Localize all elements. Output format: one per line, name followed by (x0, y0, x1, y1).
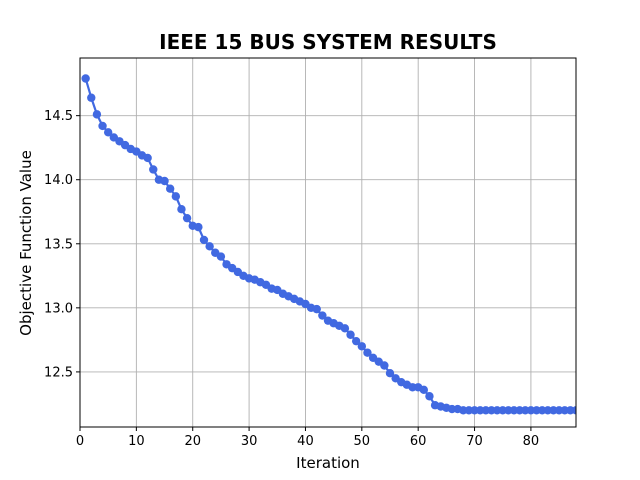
data-point (419, 385, 429, 395)
data-point (340, 324, 350, 333)
data-point (312, 304, 321, 314)
x-tick-label: 70 (466, 434, 483, 449)
data-point (571, 406, 576, 415)
y-tick-label: 13.5 (44, 237, 73, 252)
data-point (103, 128, 113, 137)
data-point (165, 184, 175, 193)
data-point (81, 74, 90, 83)
x-tick-label: 50 (354, 434, 371, 449)
data-point (149, 165, 158, 174)
y-tick-label: 12.5 (44, 365, 73, 380)
x-tick-label: 40 (297, 434, 314, 449)
data-point (98, 121, 107, 131)
plot-frame (79, 57, 577, 428)
data-point (351, 336, 361, 346)
x-tick-label: 20 (184, 434, 201, 449)
data-point (182, 213, 192, 223)
data-point (425, 392, 434, 401)
data-point (87, 93, 96, 102)
y-axis-label: Objective Function Value (17, 150, 35, 336)
data-point (177, 204, 186, 214)
x-tick-label: 60 (410, 434, 427, 449)
data-point (318, 311, 327, 320)
data-point (92, 110, 102, 119)
y-tick-label: 14.0 (44, 173, 73, 188)
chart-title: IEEE 15 BUS SYSTEM RESULTS (159, 30, 497, 54)
x-axis-label: Iteration (296, 454, 360, 472)
x-tick-label: 10 (128, 434, 145, 449)
data-point (216, 252, 226, 261)
x-tick-label: 30 (241, 434, 258, 449)
x-tick-label: 0 (76, 434, 84, 449)
data-point (199, 235, 209, 245)
grid (79, 58, 576, 427)
data-point (205, 242, 214, 251)
data-point (385, 368, 395, 378)
y-tick-label: 13.0 (44, 301, 73, 316)
x-tick-label: 80 (523, 434, 540, 449)
series-objective (81, 74, 576, 415)
data-point (160, 176, 169, 186)
data-point (380, 361, 389, 370)
data-point (171, 192, 181, 201)
data-point (194, 222, 203, 232)
y-tick-label: 14.5 (44, 109, 73, 124)
series-line (84, 78, 576, 412)
x-axis-ticks: 0 10 20 30 40 50 60 70 80 (76, 427, 539, 449)
data-point (363, 348, 372, 357)
y-axis-ticks: 12.5 13.0 13.5 14.0 14.5 (44, 109, 80, 380)
data-point (346, 330, 355, 339)
data-point (357, 342, 367, 351)
data-point (143, 153, 152, 163)
